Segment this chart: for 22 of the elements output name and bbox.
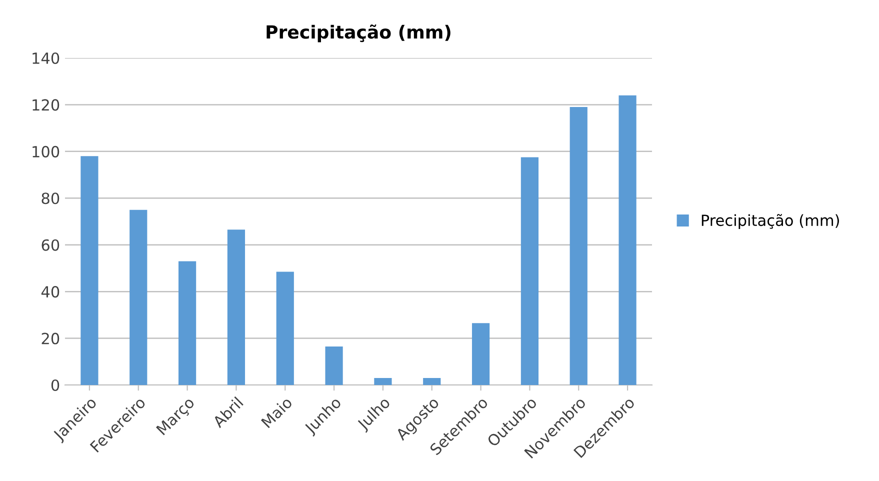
y-tick-label: 140 xyxy=(32,52,60,64)
bar xyxy=(472,323,490,385)
bar xyxy=(227,230,246,385)
bar xyxy=(80,156,98,385)
bar xyxy=(178,261,196,385)
bar xyxy=(570,107,588,385)
bar xyxy=(276,272,294,385)
y-tick-label: 60 xyxy=(42,239,60,251)
y-tick-label: 120 xyxy=(32,99,60,111)
y-tick-label: 20 xyxy=(42,332,60,344)
bar xyxy=(130,210,148,385)
y-tick-label: 80 xyxy=(42,192,60,204)
bar xyxy=(325,346,343,385)
chart-title: Precipitação (mm) xyxy=(266,24,450,42)
bar xyxy=(374,378,392,385)
bar xyxy=(618,95,636,385)
bar xyxy=(520,157,539,385)
legend-label: Precipitação (mm) xyxy=(702,214,839,230)
y-tick-label: 40 xyxy=(41,286,60,298)
y-tick-label: 0 xyxy=(51,379,60,392)
y-tick-label: 100 xyxy=(32,146,60,158)
bar xyxy=(423,378,441,385)
